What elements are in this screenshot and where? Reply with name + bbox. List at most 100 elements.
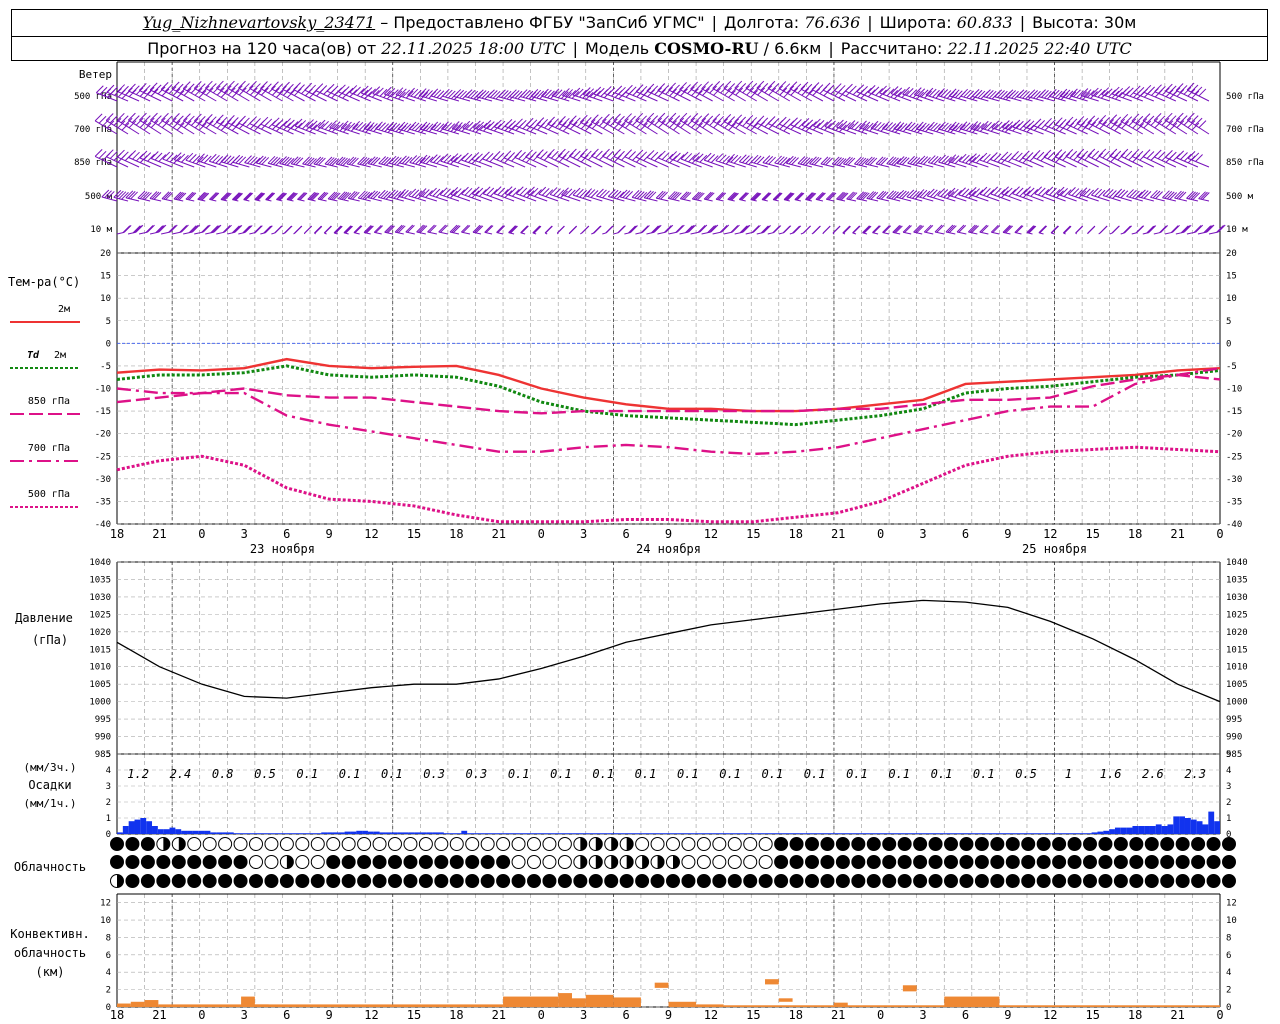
wind-barb-feather xyxy=(785,192,794,201)
wind-barb-feather xyxy=(244,155,252,163)
wind-barb-staff xyxy=(624,120,647,135)
wind-barb-staff xyxy=(530,95,548,102)
wind-barb-feather xyxy=(901,191,910,199)
wind-barb-feather xyxy=(902,124,911,132)
wind-barb-feather xyxy=(106,191,115,199)
wind-barb-feather xyxy=(873,225,881,234)
prec-ytick-left: 5 xyxy=(106,750,111,760)
wind-barb-feather xyxy=(948,225,957,234)
wind-barb-staff xyxy=(205,120,228,135)
wind-barb-feather xyxy=(993,153,1002,162)
wind-barb-staff xyxy=(1087,155,1110,168)
wind-barb-staff xyxy=(307,198,316,202)
wind-barb-feather xyxy=(116,190,124,199)
wind-barb-feather xyxy=(194,120,203,129)
wind-barb-feather xyxy=(732,224,740,233)
wind-barb-staff xyxy=(149,197,162,202)
wind-barb-staff xyxy=(1049,95,1066,102)
wind-barb-feather xyxy=(403,123,412,132)
temp-ytick-right: -25 xyxy=(1226,452,1242,462)
temp-legend-label: 850 гПа xyxy=(28,396,70,407)
wind-barb-feather xyxy=(364,225,373,234)
wind-barb-feather xyxy=(492,90,501,99)
precip-bar xyxy=(274,833,281,834)
wind-barb-feather xyxy=(1056,190,1064,199)
wind-barb-feather xyxy=(1115,87,1124,96)
wind-barb-feather xyxy=(255,155,264,164)
wind-barb-feather xyxy=(1059,88,1068,97)
wind-barb-staff xyxy=(450,193,471,202)
wind-barb-staff xyxy=(527,193,548,202)
wind-barb-feather xyxy=(784,192,793,201)
wind-barb-feather xyxy=(352,120,361,129)
wind-barb-feather xyxy=(451,225,459,233)
wind-barb-feather xyxy=(990,152,998,160)
wind-barb-staff xyxy=(734,87,757,102)
wind-barb-feather xyxy=(223,155,232,164)
wind-barb-feather xyxy=(907,155,915,164)
precip-bar xyxy=(385,832,392,834)
wind-barb-feather xyxy=(834,157,842,165)
wind-barb-staff xyxy=(1176,157,1199,168)
cloud-symbol xyxy=(1005,855,1020,869)
wind-barb-feather xyxy=(951,122,960,131)
wind-barb-feather xyxy=(1146,225,1155,234)
wind-barb-feather xyxy=(965,155,974,164)
wind-barb-feather xyxy=(749,83,758,91)
wind-barb-feather xyxy=(1109,190,1117,198)
convective-bar xyxy=(765,979,779,985)
wind-barb-feather xyxy=(278,192,286,201)
wind-barb-feather xyxy=(571,91,580,99)
wind-barb-feather xyxy=(848,85,857,94)
wind-barb-feather xyxy=(949,92,958,100)
wind-barb-feather xyxy=(837,85,846,93)
wind-barb-feather xyxy=(286,83,294,92)
temp-ytick-right: -20 xyxy=(1226,430,1242,440)
wind-barb-staff xyxy=(862,232,868,235)
cloud-symbol xyxy=(1052,874,1067,888)
wind-barb-feather xyxy=(932,89,940,98)
wind-barb-feather xyxy=(722,155,730,164)
wind-barb-staff xyxy=(836,126,857,135)
wind-barb-feather xyxy=(778,81,787,89)
wind-barb-feather xyxy=(372,86,381,94)
cloud-symbol xyxy=(202,837,217,851)
wind-barb-feather xyxy=(271,117,280,126)
precip-bar xyxy=(1138,826,1145,834)
wind-barb-feather xyxy=(1082,92,1091,100)
wind-barb-staff xyxy=(882,128,901,135)
cloud-symbol xyxy=(1144,837,1159,851)
wind-barb-feather xyxy=(355,121,364,130)
wind-barb-staff xyxy=(358,197,371,202)
precip-bar xyxy=(443,833,450,834)
wind-barb-feather xyxy=(730,225,739,233)
wind-barb-feather xyxy=(1168,85,1177,94)
wind-barb-staff xyxy=(692,198,702,202)
wind-barb-staff xyxy=(294,125,316,135)
temp-ytick-left: -25 xyxy=(95,452,111,462)
wind-barb-feather xyxy=(1002,120,1010,128)
wind-barb-feather xyxy=(738,154,747,163)
cloud-symbol xyxy=(202,874,217,888)
wind-barb-feather xyxy=(233,192,241,201)
wind-barb-feather xyxy=(1132,190,1140,199)
wind-barb-feather xyxy=(110,86,119,95)
wind-barb-staff xyxy=(183,120,206,135)
wind-barb-feather xyxy=(481,90,490,99)
cloud-symbol-half xyxy=(642,855,649,869)
wind-barb-staff xyxy=(209,198,217,202)
wind-barb-staff xyxy=(352,127,371,135)
wind-barb-feather xyxy=(923,157,931,165)
wind-barb-feather xyxy=(809,121,817,129)
wind-barb-feather xyxy=(244,192,252,201)
wind-barb-staff xyxy=(631,196,647,202)
wind-barb-feather xyxy=(956,224,965,233)
wind-barb-feather xyxy=(453,125,462,133)
precip-bar xyxy=(297,833,304,834)
wind-barb-feather xyxy=(1120,113,1129,122)
wind-barb-feather xyxy=(863,225,872,234)
precip-bar xyxy=(770,833,777,834)
wind-barb-feather xyxy=(847,157,856,166)
wind-barb-feather xyxy=(877,122,885,131)
wind-barb-feather xyxy=(151,191,160,200)
